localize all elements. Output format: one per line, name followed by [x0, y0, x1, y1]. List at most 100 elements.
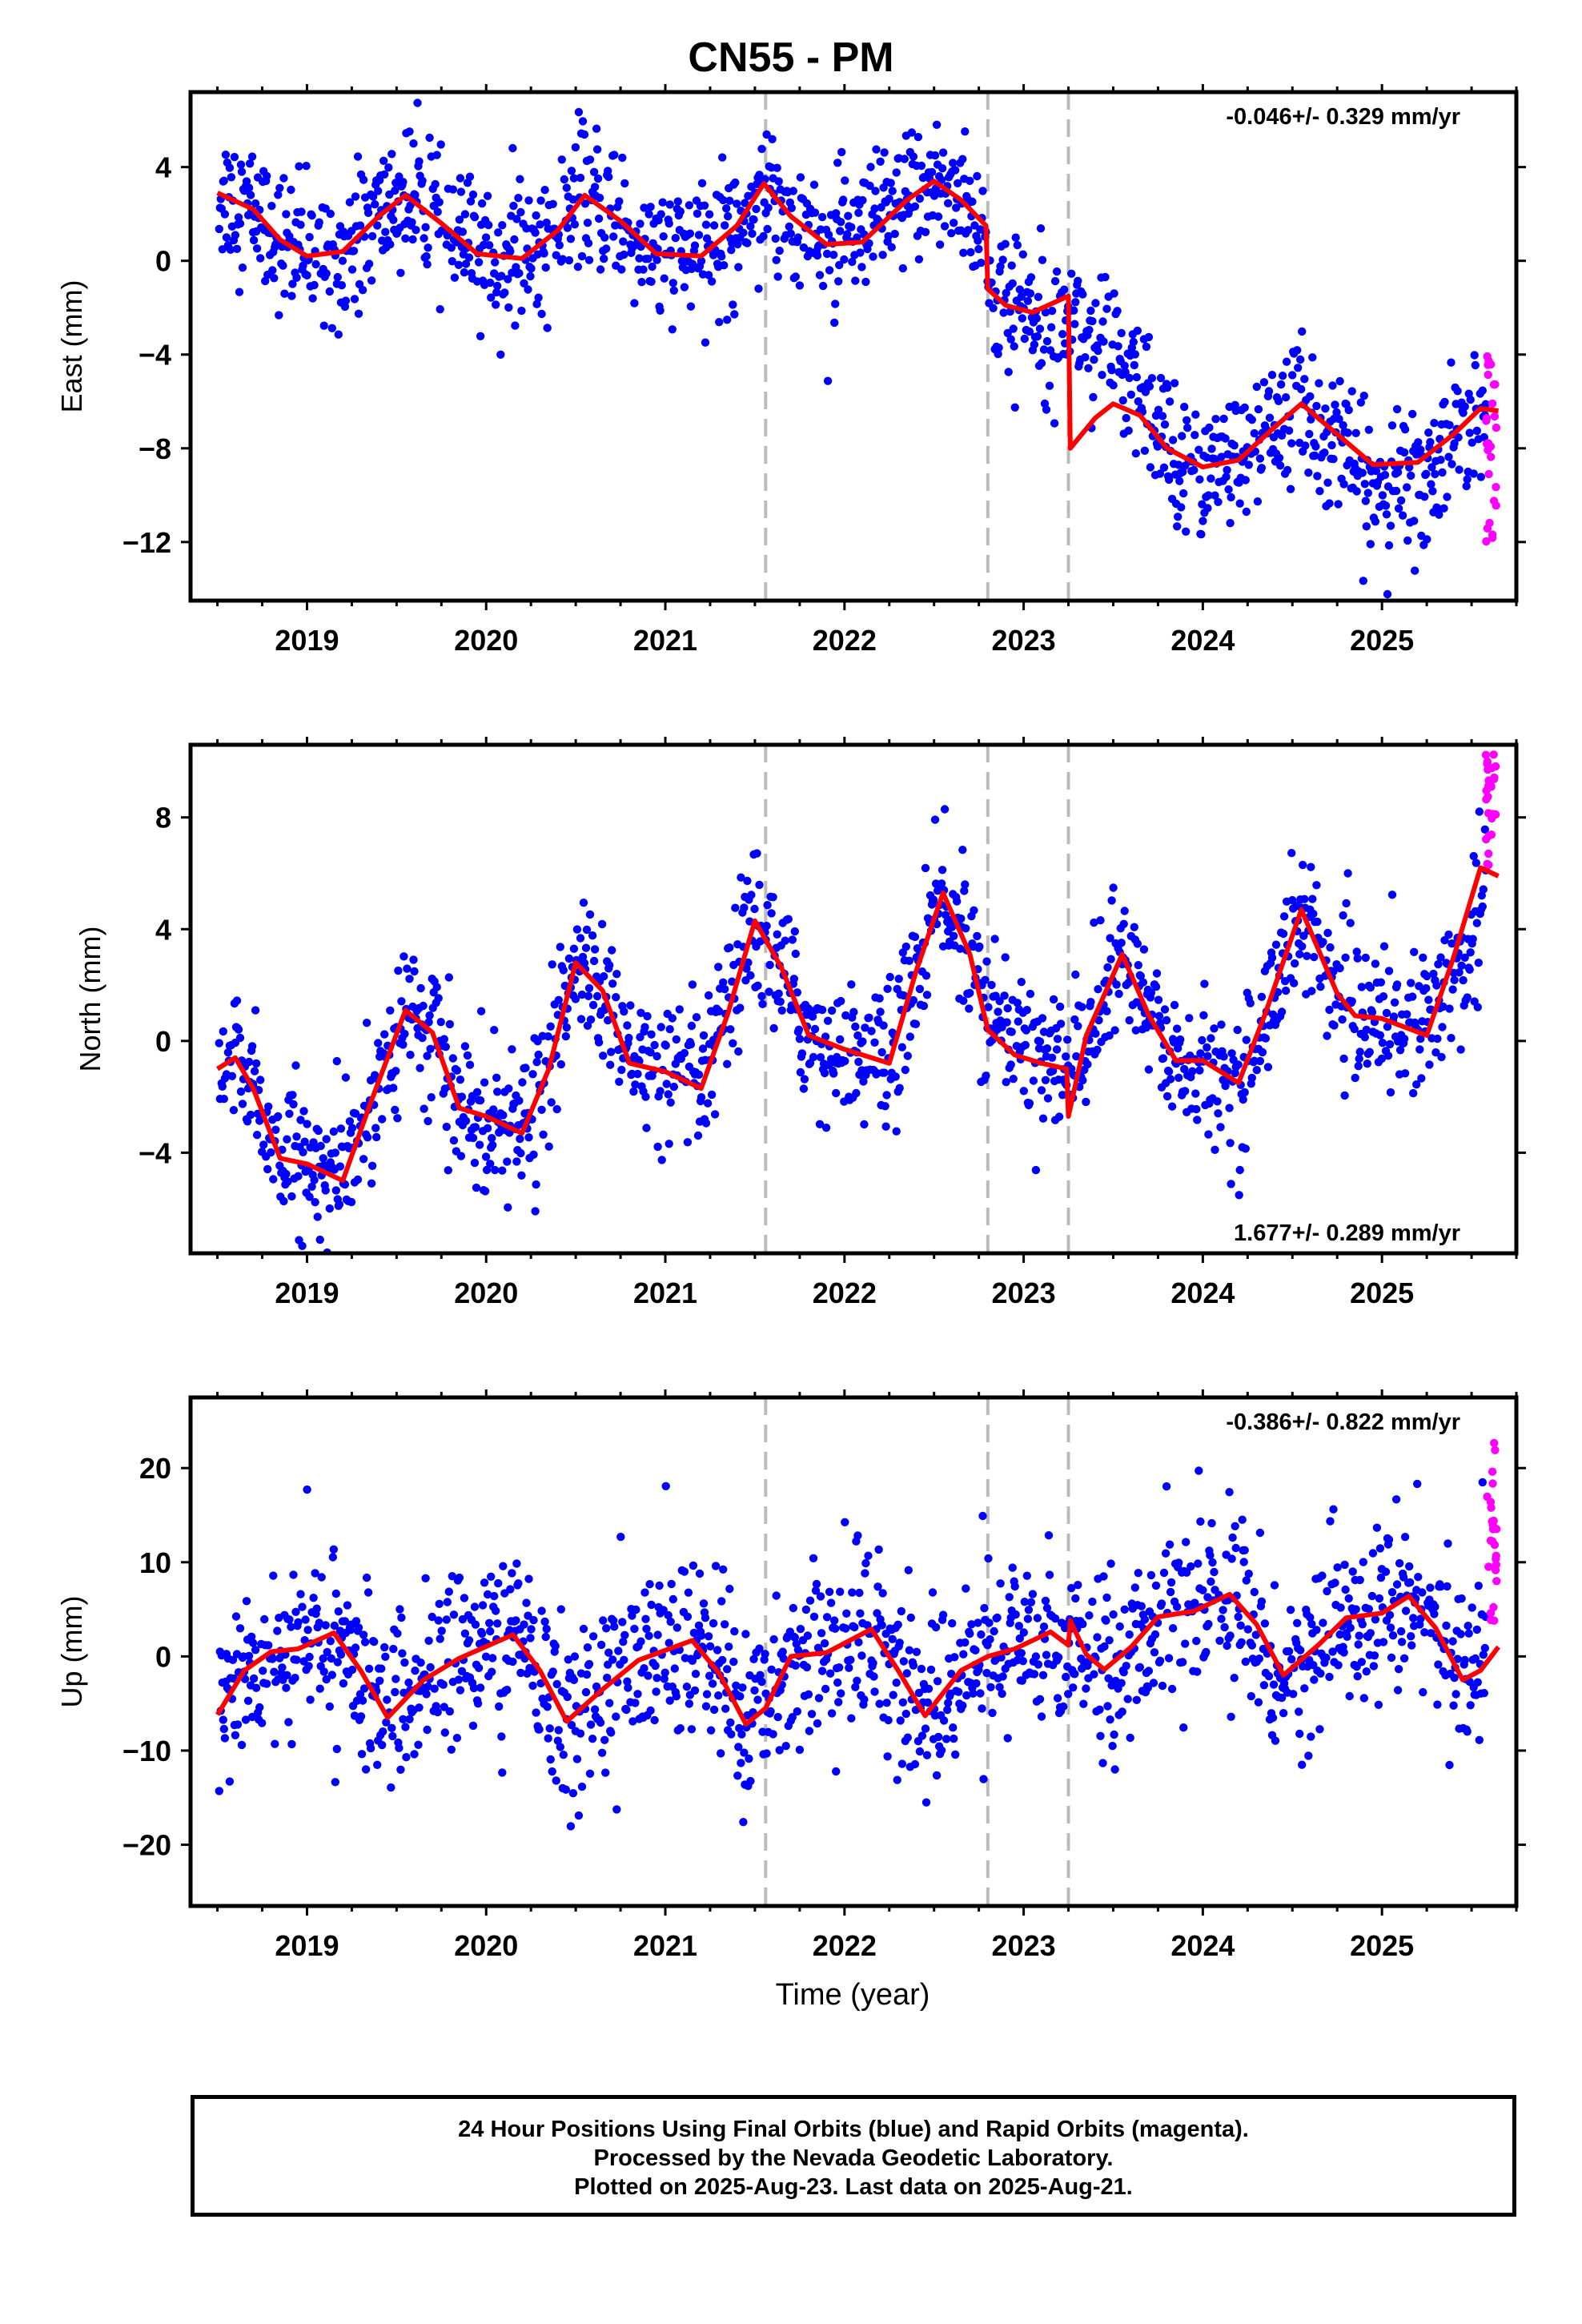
- final-point: [351, 1643, 360, 1652]
- final-point: [425, 1011, 434, 1020]
- final-point: [1353, 1672, 1362, 1681]
- final-point: [917, 1731, 927, 1740]
- final-point: [836, 1587, 845, 1596]
- final-point: [1378, 491, 1387, 500]
- final-point: [1371, 959, 1380, 968]
- final-point: [1155, 469, 1165, 478]
- final-point: [552, 1679, 561, 1689]
- final-point: [396, 268, 405, 277]
- final-point: [1109, 1610, 1118, 1619]
- final-point: [1258, 1047, 1267, 1057]
- final-point: [1132, 372, 1142, 382]
- final-point: [786, 229, 795, 238]
- final-point: [836, 1035, 845, 1044]
- final-point: [1058, 1091, 1067, 1100]
- final-point: [215, 1787, 223, 1795]
- final-point: [524, 1574, 533, 1583]
- final-point: [1340, 1560, 1349, 1570]
- final-point: [1036, 224, 1046, 233]
- rapid-point: [1487, 1503, 1496, 1512]
- final-point: [661, 1482, 670, 1490]
- final-point: [1399, 448, 1409, 457]
- final-point: [901, 942, 911, 951]
- x-tick-label: 2023: [992, 1277, 1056, 1309]
- final-point: [522, 1598, 531, 1607]
- final-point: [989, 304, 998, 312]
- final-point: [403, 964, 412, 973]
- final-point: [418, 1033, 427, 1043]
- final-point: [734, 263, 743, 271]
- final-point: [843, 230, 852, 239]
- final-point: [959, 248, 968, 257]
- final-point: [329, 1545, 338, 1554]
- final-point: [387, 1783, 396, 1792]
- final-point: [297, 207, 306, 216]
- final-point: [730, 310, 739, 319]
- final-point: [250, 1067, 259, 1076]
- x-tick-label: 2022: [813, 624, 877, 657]
- final-point: [396, 1605, 404, 1614]
- final-point: [1267, 371, 1277, 380]
- final-point: [389, 1644, 398, 1654]
- final-point: [234, 213, 243, 222]
- final-point: [321, 1621, 330, 1630]
- final-point: [788, 1713, 797, 1722]
- final-point: [1086, 998, 1095, 1007]
- final-point: [1321, 404, 1330, 413]
- final-point: [319, 1154, 327, 1163]
- final-point: [731, 903, 740, 912]
- final-point: [1407, 471, 1415, 480]
- final-point: [557, 155, 566, 164]
- final-point: [822, 1613, 832, 1622]
- final-point: [536, 196, 545, 205]
- final-point: [1435, 510, 1443, 519]
- final-point: [424, 1116, 432, 1126]
- final-point: [1017, 1649, 1026, 1658]
- final-point: [1123, 1695, 1132, 1703]
- final-point: [1366, 983, 1375, 992]
- final-point: [566, 235, 576, 243]
- rapid-orbit-points: [1481, 750, 1500, 870]
- final-point: [729, 1657, 738, 1667]
- final-point: [875, 994, 884, 1003]
- final-point: [423, 1051, 432, 1060]
- final-point: [666, 1617, 675, 1626]
- final-point: [610, 1622, 619, 1631]
- final-point: [773, 1712, 782, 1722]
- final-point: [1099, 1572, 1108, 1581]
- final-point: [1026, 289, 1035, 298]
- final-point: [509, 201, 518, 211]
- final-point: [1062, 1672, 1070, 1682]
- final-point: [1481, 400, 1491, 408]
- final-point: [941, 911, 950, 919]
- final-point: [1120, 1605, 1129, 1614]
- final-point: [415, 157, 424, 166]
- final-point: [883, 984, 892, 993]
- final-point: [763, 224, 772, 234]
- final-point: [378, 1115, 387, 1124]
- final-point: [524, 285, 532, 294]
- final-point: [628, 1611, 636, 1620]
- final-point: [1453, 387, 1462, 396]
- up-panel: 2019 2020 2021 2022 2023 2024 2025 −20 −10 0 10 20 U…: [0, 1389, 1582, 1998]
- rapid-point: [1484, 1562, 1493, 1571]
- final-point: [817, 1005, 827, 1015]
- final-point: [531, 228, 540, 237]
- final-point: [335, 1162, 345, 1171]
- final-point: [990, 935, 999, 943]
- final-point: [602, 244, 611, 253]
- final-point: [985, 1618, 994, 1627]
- final-point: [1310, 1675, 1319, 1684]
- final-point: [829, 251, 838, 259]
- final-point: [906, 1613, 916, 1622]
- final-point: [486, 1626, 495, 1636]
- final-point: [595, 193, 604, 203]
- final-point: [408, 235, 417, 244]
- final-point: [345, 1117, 355, 1126]
- final-point: [300, 1636, 309, 1645]
- rapid-point: [1489, 497, 1499, 505]
- final-point: [725, 943, 734, 952]
- final-point: [1233, 1025, 1242, 1035]
- final-point: [827, 1006, 837, 1015]
- final-point: [685, 201, 694, 210]
